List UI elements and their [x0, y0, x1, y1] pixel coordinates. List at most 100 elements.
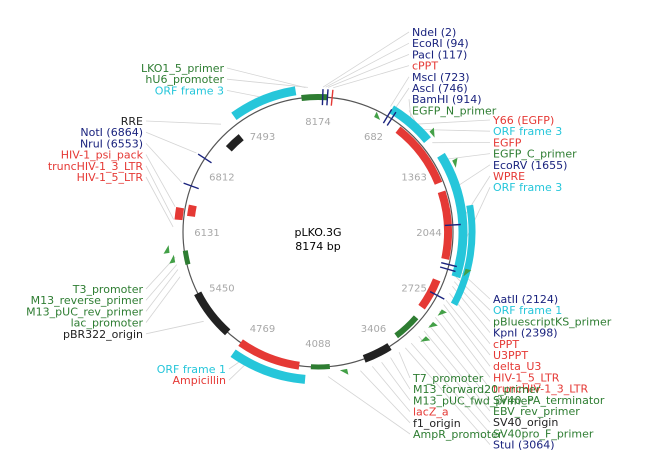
egfp-arc — [395, 126, 443, 185]
leader-line — [390, 357, 411, 390]
feature-label: f1_origin — [413, 417, 461, 430]
feature-label: MscI (723) — [412, 71, 470, 84]
feature-label: hU6_promoter — [145, 73, 224, 86]
hiv-1-5-ltr-arc — [418, 278, 441, 310]
feature-label: truncHIV-1_3_LTR — [493, 383, 589, 396]
feature-label: M13_reverse_primer — [31, 294, 144, 307]
tick-label: 2725 — [401, 284, 426, 295]
feature-label: pBR322_origin — [63, 328, 143, 341]
feature-label: ORF frame 1 — [493, 304, 562, 317]
feature-label: cPPT — [493, 338, 519, 351]
tick-label: 7493 — [250, 132, 275, 143]
label-leader-lines — [145, 31, 491, 445]
leader-line — [408, 99, 412, 121]
trunc-hiv-1-3-ltr-arc — [174, 207, 185, 221]
leader-line — [418, 336, 491, 423]
feature-label: U3PPT — [493, 349, 528, 362]
leader-line — [145, 143, 182, 183]
leader-line — [322, 31, 410, 88]
feature-label: NruI (6553) — [80, 137, 143, 150]
feature-label: NdeI (2) — [412, 26, 456, 39]
feature-label: T7_promoter — [412, 372, 484, 385]
feature-label: HIV-1_5_LTR — [493, 371, 560, 384]
feature-label: Ampicillin — [172, 374, 226, 387]
leader-line — [445, 299, 491, 356]
primer-arrow — [452, 157, 458, 168]
feature-label: SV40_PA_terminator — [493, 394, 605, 407]
leader-line — [443, 153, 491, 160]
restriction-site-marker — [321, 89, 324, 106]
leader-line — [145, 154, 176, 207]
feature-label: truncHIV-1_3_LTR — [48, 160, 144, 173]
leader-line — [443, 304, 491, 367]
restriction-site-marker — [183, 182, 199, 190]
position-ticks: 8174 682 1363 2044 2725 3406 4088 4769 5450 6131 6… — [194, 117, 441, 350]
tick-label: 3406 — [361, 324, 386, 335]
feature-label: HIV-1_psi_pack — [61, 149, 144, 162]
tick-label: 6131 — [194, 228, 219, 239]
leader-line — [404, 347, 491, 445]
restriction-site-markers — [183, 89, 461, 300]
leader-line — [226, 67, 306, 88]
primer-arrow — [463, 268, 472, 277]
restriction-site-marker — [429, 290, 445, 300]
feature-label: KpnI (2398) — [493, 327, 558, 340]
feature-label: NotI (6864) — [80, 126, 143, 139]
tick-label: 682 — [364, 132, 383, 143]
leader-line — [390, 76, 410, 107]
feature-label: EBV_rev_primer — [493, 405, 580, 418]
primer-arrow — [374, 111, 381, 120]
feature-arcs — [163, 86, 476, 384]
feature-label: SV40pro_F_primer — [493, 427, 594, 440]
restriction-site-marker — [326, 89, 329, 106]
leader-line — [327, 376, 411, 435]
feature-label: delta_U3 — [493, 360, 541, 373]
plasmid-size: 8174 bp — [295, 240, 340, 253]
lac-promoter-arc — [182, 250, 191, 266]
restriction-site-marker — [330, 89, 334, 106]
feature-label: EGFP_N_primer — [412, 104, 497, 117]
leader-line — [455, 164, 491, 188]
feature-label: ORF frame 1 — [157, 363, 226, 376]
sv40-origin-arc — [362, 343, 392, 363]
feature-label: LKO1_5_primer — [141, 62, 224, 75]
feature-label: SV40_origin — [493, 416, 558, 429]
leader-line — [398, 352, 411, 379]
feature-label: AmpR_promoter — [413, 428, 503, 441]
leader-line — [145, 320, 204, 335]
feature-label: AscI (746) — [412, 82, 468, 95]
feature-label: EcoRV (1655) — [493, 159, 567, 172]
tick-label: 5450 — [209, 284, 234, 295]
feature-label: lac_promoter — [71, 317, 144, 330]
leader-line — [333, 65, 410, 89]
leader-line — [325, 42, 410, 88]
feature-label: AatII (2124) — [493, 293, 558, 306]
restriction-site-marker — [441, 262, 457, 268]
restriction-site-marker — [386, 111, 397, 126]
feature-label: WPRE — [493, 170, 525, 183]
orf-frame-3-arc — [437, 152, 468, 279]
leader-line — [428, 324, 491, 401]
feature-label: RRE — [121, 115, 143, 128]
leader-line — [439, 310, 491, 378]
rre-arc — [225, 134, 244, 152]
tick-label: 8174 — [305, 117, 330, 128]
leader-line — [145, 165, 174, 220]
primer-arrow — [428, 321, 438, 328]
tick-label: 2044 — [416, 228, 441, 239]
feature-label: PacI (117) — [412, 48, 467, 61]
primer-arrow — [339, 368, 349, 375]
feature-label: M13_pUC_fwd_primer — [413, 394, 532, 407]
feature-label: lacZ_a — [413, 406, 449, 419]
leader-line — [462, 175, 491, 220]
leader-line — [423, 330, 491, 412]
leader-line — [410, 342, 491, 434]
tick-label: 4769 — [250, 324, 275, 335]
primer-arrow — [437, 309, 447, 316]
leader-line — [414, 119, 491, 125]
leader-line — [145, 176, 174, 228]
feature-label: BamHI (914) — [412, 93, 482, 106]
leader-line — [145, 276, 181, 323]
